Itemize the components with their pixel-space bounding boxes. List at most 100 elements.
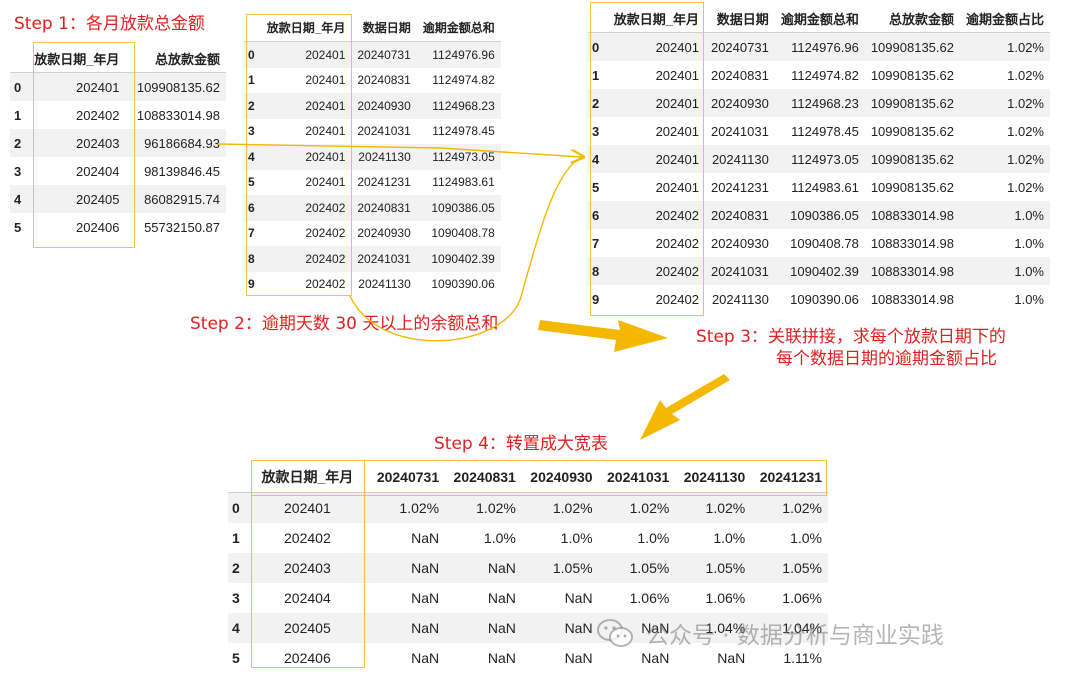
table-cell: 1.02% <box>1007 151 1044 167</box>
table-cell: 202401 <box>305 149 346 164</box>
table-row: 5 202406 55732150.87 <box>10 213 226 241</box>
column-header: 20241130 <box>683 469 746 485</box>
row-index: 3 <box>232 590 240 606</box>
row-index: 4 <box>592 151 600 167</box>
table-cell: 202401 <box>655 67 699 83</box>
table-cell: 1.06% <box>629 590 670 606</box>
pivot-wide-table: 放款日期_年月 20240731 20240831 20240930 20241… <box>228 462 828 673</box>
wechat-icon <box>597 619 633 647</box>
table-cell: NaN <box>487 650 516 666</box>
row-index: 3 <box>14 163 22 179</box>
table-cell: 20241130 <box>358 277 411 292</box>
table-cell: 55732150.87 <box>144 219 220 235</box>
table-cell: NaN <box>411 560 440 576</box>
table-cell: NaN <box>564 620 593 636</box>
table-body: 0 202401 109908135.62 1 202402 108833014.98 2 2… <box>10 72 226 241</box>
row-index: 1 <box>248 73 255 88</box>
table-row: 4 202405 86082915.74 <box>10 185 226 213</box>
table-header-row: 放款日期_年月 数据日期 逾期金额总和 总放款金额 逾期金额占比 <box>588 4 1050 33</box>
table-cell: 1.0% <box>637 530 670 546</box>
table-cell: 1.02% <box>1007 39 1044 55</box>
table-cell: 202401 <box>305 47 346 62</box>
table-row: 0 202401 20240731 1124976.96 109908135.62 1.0… <box>588 32 1050 61</box>
step-3-line-2: 每个数据日期的逾期金额占比 <box>776 349 997 369</box>
table-row: 3 202404 98139846.45 <box>10 157 226 185</box>
table-cell: 202402 <box>655 207 699 223</box>
row-index: 8 <box>592 263 600 279</box>
table-cell: 1124983.61 <box>432 175 495 190</box>
table-row: 9 202402 20241130 1090390.06 <box>244 271 501 297</box>
watermark: 公众号 · 数据分析与商业实践 <box>596 616 944 650</box>
table-cell: 1124983.61 <box>791 179 859 195</box>
table-cell: 1.04% <box>705 620 746 636</box>
table-cell: 1124968.23 <box>791 95 859 111</box>
table-cell: 20240930 <box>357 226 411 241</box>
table-cell: 1090386.05 <box>431 200 495 215</box>
table-cell: 109908135.62 <box>870 123 954 139</box>
table-cell: NaN <box>641 650 670 666</box>
table-cell: 202406 <box>284 650 331 666</box>
table-row: 5 202406 NaN NaN NaN NaN NaN 1.11% <box>228 643 828 673</box>
column-header: 放款日期_年月 <box>266 21 346 35</box>
table-cell: 1124978.45 <box>791 123 859 139</box>
table-row: 4 202401 20241130 1124973.05 <box>244 144 501 170</box>
big-arrow-to-step3 <box>538 320 668 352</box>
table-cell: 1.0% <box>713 530 746 546</box>
table-cell: 202401 <box>284 500 331 516</box>
table-cell: 202401 <box>305 175 346 190</box>
table-cell: 109908135.62 <box>870 67 954 83</box>
table-cell: NaN <box>564 590 593 606</box>
row-index: 2 <box>232 560 240 576</box>
table-cell: 20241231 <box>710 179 769 195</box>
table-cell: 20241231 <box>357 175 411 190</box>
joined-ratio-table: 放款日期_年月 数据日期 逾期金额总和 总放款金额 逾期金额占比 0 202401… <box>588 4 1050 313</box>
table-cell: 109908135.62 <box>870 179 954 195</box>
table-cell: 1.0% <box>483 530 516 546</box>
column-header: 数据日期 <box>362 21 411 35</box>
table-row: 3 202401 20241031 1124978.45 <box>244 118 501 144</box>
table-cell: 1.02% <box>782 500 822 516</box>
table-cell: 202401 <box>655 39 699 55</box>
join-arrow-from-table2 <box>349 156 583 342</box>
table-cell: 202402 <box>76 107 120 123</box>
table-cell: NaN <box>641 620 670 636</box>
table-cell: 20241130 <box>358 149 411 164</box>
table-cell: 1.0% <box>1014 263 1044 279</box>
row-index: 6 <box>592 207 600 223</box>
table-cell: 20241130 <box>711 151 769 167</box>
column-header: 放款日期_年月 <box>261 469 354 485</box>
table-cell: 202403 <box>76 135 120 151</box>
row-index: 3 <box>248 124 255 139</box>
column-header: 放款日期_年月 <box>613 11 699 27</box>
column-header: 20240731 <box>376 469 440 485</box>
table-cell: 1.0% <box>1014 291 1044 307</box>
table-cell: 1124974.82 <box>791 67 859 83</box>
table-cell: 20240731 <box>357 47 411 62</box>
table-row: 2 202403 96186684.93 <box>10 129 226 157</box>
table-cell: 202402 <box>305 200 346 215</box>
join-arrow-from-table1 <box>217 143 582 157</box>
table-row: 2 202401 20240930 1124968.23 <box>244 93 501 119</box>
table-cell: 202402 <box>655 291 699 307</box>
table-cell: 1.05% <box>552 560 593 576</box>
table-cell: 1090408.78 <box>790 235 859 251</box>
table-row: 0 202401 20240731 1124976.96 <box>244 41 501 68</box>
table-cell: NaN <box>411 590 440 606</box>
table-cell: NaN <box>411 650 440 666</box>
row-index: 3 <box>592 123 600 139</box>
table-cell: 202401 <box>305 124 346 139</box>
table-cell: 1.11% <box>783 650 822 666</box>
table-cell: 1.0% <box>1014 235 1044 251</box>
table-cell: 1124976.96 <box>791 39 859 55</box>
row-index: 5 <box>14 219 22 235</box>
column-header: 20241031 <box>607 469 670 485</box>
row-index: 0 <box>248 47 255 62</box>
column-header: 总放款金额 <box>154 51 220 67</box>
table-cell: 109908135.62 <box>870 151 954 167</box>
table-cell: 1090402.39 <box>431 251 495 266</box>
table-row: 3 202401 20241031 1124978.45 109908135.62 1.0… <box>588 117 1050 145</box>
row-index: 0 <box>592 39 600 55</box>
table-row: 9 202402 20241130 1090390.06 108833014.98 1.0… <box>588 285 1050 313</box>
column-header: 逾期金额总和 <box>780 11 859 27</box>
table-cell: 20240731 <box>710 39 769 55</box>
